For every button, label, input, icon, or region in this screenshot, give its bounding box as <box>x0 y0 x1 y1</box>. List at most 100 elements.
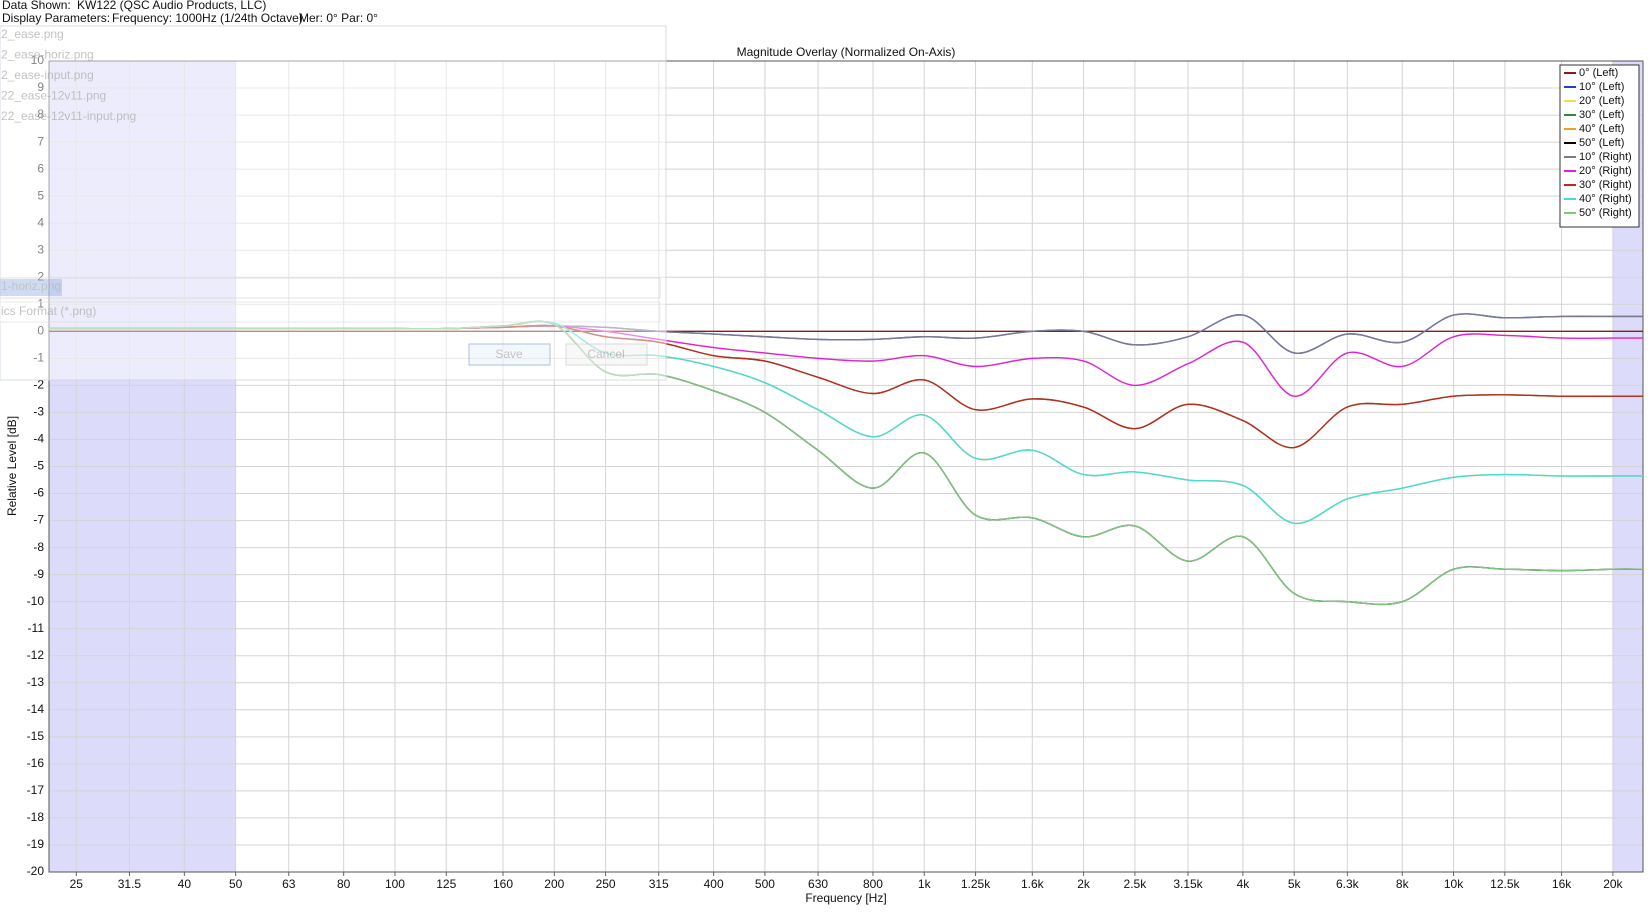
y-tick-label: -18 <box>27 810 45 824</box>
y-tick-label: 1 <box>37 296 44 310</box>
save-button[interactable] <box>468 343 551 366</box>
legend-label: 50° (Right) <box>1579 207 1632 219</box>
cancel-label[interactable]: Cancel <box>587 347 624 361</box>
x-tick-label: 10k <box>1444 877 1464 891</box>
legend-label: 30° (Left) <box>1579 109 1624 121</box>
legend-label: 40° (Right) <box>1579 193 1632 205</box>
y-tick-label: 4 <box>37 215 44 229</box>
y-tick-label: 9 <box>37 80 44 94</box>
y-tick-label: -9 <box>33 567 44 581</box>
file-item[interactable]: 2_ease.png <box>1 27 64 41</box>
y-tick-label: 8 <box>37 107 44 121</box>
file-item[interactable]: 2_ease-horiz.png <box>1 48 94 62</box>
x-tick-label: 5k <box>1288 877 1302 891</box>
y-tick-label: -14 <box>27 702 45 716</box>
y-tick-label: 6 <box>37 161 44 175</box>
legend-label: 20° (Right) <box>1579 165 1632 177</box>
legend-label: 20° (Left) <box>1579 95 1624 107</box>
frequency: Frequency: 1000Hz (1/24th Octave) <box>112 11 303 25</box>
x-tick-label: 4k <box>1237 877 1251 891</box>
y-tick-label: -10 <box>27 594 45 608</box>
x-tick-label: 250 <box>596 877 616 891</box>
y-tick-label: -1 <box>33 351 44 365</box>
data-shown-label: Data Shown: <box>2 0 71 12</box>
y-tick-label: -2 <box>33 378 44 392</box>
y-tick-label: -16 <box>27 756 45 770</box>
x-tick-label: 8k <box>1396 877 1410 891</box>
x-tick-label: 63 <box>282 877 296 891</box>
save-dialog: 1-horiz.png ics Format (*.png) Save Canc… <box>0 25 667 381</box>
y-tick-label: -12 <box>27 648 45 662</box>
x-tick-label: 125 <box>436 877 456 891</box>
save-label[interactable]: Save <box>495 347 523 361</box>
y-tick-label: 7 <box>37 134 44 148</box>
x-tick-label: 25 <box>70 877 84 891</box>
x-tick-label: 400 <box>704 877 724 891</box>
plot-layer: 109876543210-1-2-3-4-5-6-7-8-9-10-11-12-… <box>27 53 1644 891</box>
chart-title: Magnitude Overlay (Normalized On-Axis) <box>737 45 956 59</box>
display-parameters-label: Display Parameters: <box>2 11 110 25</box>
dialog-panel <box>0 25 667 381</box>
selection <box>0 279 62 296</box>
x-tick-label: 100 <box>385 877 405 891</box>
legend-label: 10° (Right) <box>1579 151 1632 163</box>
x-tick-label: 160 <box>493 877 513 891</box>
file-item[interactable]: 22_ease-12v11-input.png <box>1 109 136 123</box>
legend-label: 50° (Left) <box>1579 137 1624 149</box>
x-axis-label: Frequency [Hz] <box>805 891 886 905</box>
y-tick-label: -3 <box>33 405 44 419</box>
x-tick-label: 31.5 <box>118 877 142 891</box>
y-tick-label: -4 <box>33 432 44 446</box>
legend-label: 0° (Left) <box>1579 67 1618 79</box>
x-tick-label: 200 <box>544 877 564 891</box>
y-axis-label: Relative Level [dB] <box>5 416 19 516</box>
x-tick-label: 315 <box>649 877 669 891</box>
plot-frame <box>48 60 1644 873</box>
y-tick-label: -19 <box>27 837 45 851</box>
data-shown: KW122 (QSC Audio Products, LLC) <box>77 0 266 12</box>
filetype[interactable]: ics Format (*.png) <box>1 304 96 318</box>
filename-box[interactable] <box>0 277 661 299</box>
y-tick-label: -20 <box>27 864 45 878</box>
x-tick-label: 2k <box>1077 877 1091 891</box>
x-tick-label: 16k <box>1552 877 1572 891</box>
x-tick-label: 12.5k <box>1490 877 1520 891</box>
y-tick-label: 0 <box>37 324 44 338</box>
y-tick-label: -17 <box>27 783 45 797</box>
legend-label: 10° (Left) <box>1579 81 1624 93</box>
y-tick-label: -6 <box>33 486 44 500</box>
x-tick-label: 40 <box>178 877 192 891</box>
y-tick-label: -5 <box>33 459 44 473</box>
legend-label: 30° (Right) <box>1579 179 1632 191</box>
y-tick-label: 10 <box>31 53 45 67</box>
x-tick-label: 1.25k <box>961 877 991 891</box>
y-tick-label: 2 <box>37 269 44 283</box>
y-tick-label: -8 <box>33 540 44 554</box>
x-tick-label: 630 <box>808 877 828 891</box>
x-tick-label: 20k <box>1603 877 1623 891</box>
y-tick-label: -15 <box>27 729 45 743</box>
y-tick-label: -13 <box>27 675 45 689</box>
file-item[interactable]: 22_ease-12v11.png <box>1 89 106 103</box>
x-tick-label: 80 <box>337 877 351 891</box>
y-tick-label: -11 <box>28 621 45 635</box>
file-item[interactable]: 2_ease-input.png <box>1 68 94 82</box>
y-tick-label: 3 <box>37 242 44 256</box>
x-tick-label: 3.15k <box>1173 877 1203 891</box>
y-tick-label: 5 <box>37 188 44 202</box>
x-tick-label: 500 <box>755 877 775 891</box>
x-tick-label: 1.6k <box>1021 877 1045 891</box>
series-line <box>49 320 1644 606</box>
x-tick-label: 800 <box>863 877 883 891</box>
x-tick-label: 6.3k <box>1336 877 1360 891</box>
x-tick-label: 2.5k <box>1124 877 1148 891</box>
legend: 0° (Left) 10° (Left) 20° (Left) 30° (Left) 4… <box>1559 64 1640 228</box>
y-tick-label: -7 <box>33 513 44 527</box>
cancel-button[interactable] <box>565 343 648 366</box>
filetype-box[interactable] <box>0 301 661 323</box>
x-tick-label: 1k <box>918 877 932 891</box>
angles: Mer: 0° Par: 0° <box>299 11 378 25</box>
filename[interactable]: 1-horiz.png <box>1 279 61 293</box>
